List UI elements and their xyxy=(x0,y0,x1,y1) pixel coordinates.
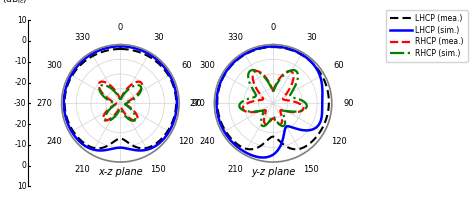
Title: y-z plane: y-z plane xyxy=(251,167,295,177)
Text: -10: -10 xyxy=(14,140,27,149)
Title: x-z plane: x-z plane xyxy=(98,167,143,177)
Text: 10: 10 xyxy=(17,16,27,25)
Text: -30: -30 xyxy=(14,99,27,108)
Text: -20: -20 xyxy=(14,78,27,87)
Text: 0: 0 xyxy=(22,161,27,170)
Text: 10: 10 xyxy=(17,182,27,191)
Legend: LHCP (mea.), LHCP (sim.), RHCP (mea.), RHCP (sim.): LHCP (mea.), LHCP (sim.), RHCP (mea.), R… xyxy=(386,10,468,62)
Text: $({\rm dB_{ic}})$: $({\rm dB_{ic}})$ xyxy=(2,0,28,6)
Text: -20: -20 xyxy=(14,119,27,129)
Text: -10: -10 xyxy=(14,57,27,66)
Text: 0: 0 xyxy=(22,36,27,46)
